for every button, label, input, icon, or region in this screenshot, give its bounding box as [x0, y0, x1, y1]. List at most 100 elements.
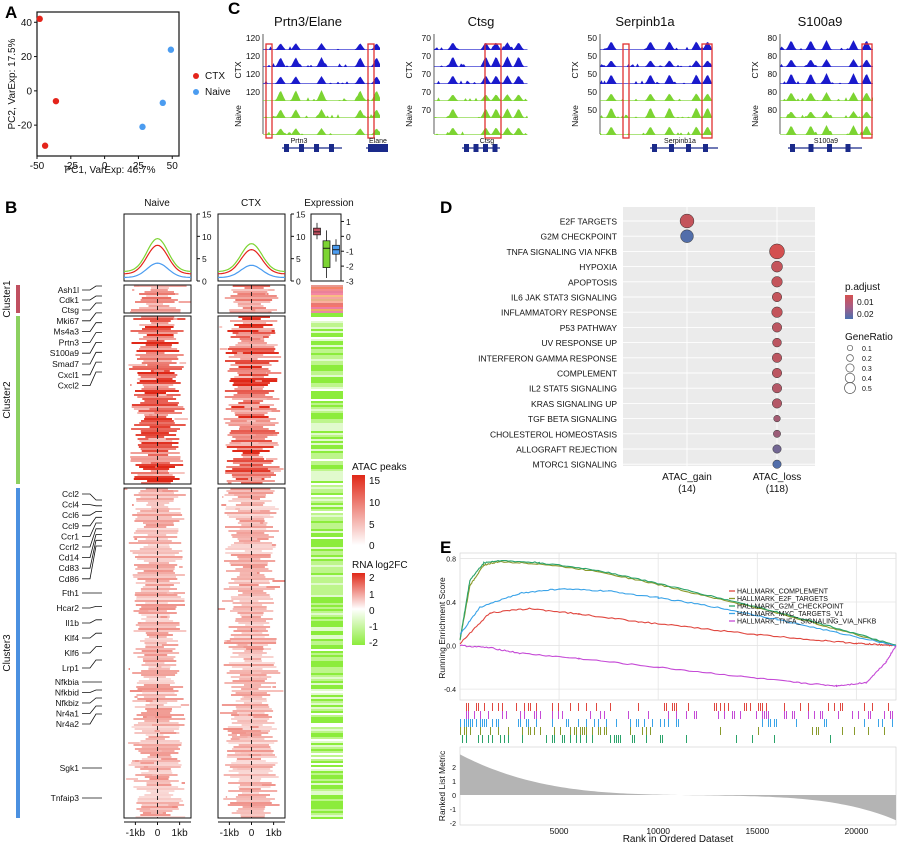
heatmap-row — [229, 432, 280, 434]
heatmap-row — [244, 660, 262, 662]
hit-bar — [618, 735, 619, 743]
heatmap-row — [148, 562, 169, 564]
heatmap-row — [238, 622, 270, 624]
expression-heat-row — [311, 497, 343, 499]
naive-track-signal — [600, 107, 712, 118]
heatmap-row — [131, 726, 180, 728]
hit-bar — [468, 719, 469, 727]
heatmap-row — [135, 354, 184, 356]
expression-heat-row — [311, 411, 343, 413]
heatmap-row — [239, 528, 267, 530]
expression-heat-row — [311, 587, 343, 589]
expression-heat-row — [311, 459, 343, 461]
expression-heat-row — [311, 325, 343, 327]
metric-tick-label: -2 — [450, 821, 456, 828]
hit-bar — [484, 719, 485, 727]
heatmap-row — [230, 802, 272, 804]
pca-y-tick-label: 40 — [21, 18, 33, 29]
expression-heat-row — [311, 743, 343, 745]
expression-heat-row — [311, 301, 343, 303]
heatmap-row — [240, 502, 265, 504]
heatmap-row — [134, 564, 178, 566]
pca-axis-ticks: -50 -25 0 25 50 40 20 0 -20 — [18, 18, 179, 172]
heatmap-row — [131, 342, 179, 344]
hit-bar — [578, 703, 579, 711]
expression-boxplot: 1 0 -1 -2 -3 — [310, 213, 354, 287]
hit-bar — [558, 711, 559, 719]
heatmap-row — [145, 734, 164, 736]
heatmap-row-extra — [255, 434, 274, 436]
heatmap-row-extra — [153, 370, 165, 372]
heatmap-row — [232, 652, 267, 654]
track-group-ctsg: 70 70 70 70 70 CTX Naive Ctsg — [404, 33, 528, 152]
heatmap-row — [238, 540, 261, 542]
hit-bar — [554, 727, 555, 735]
hit-bar — [770, 719, 771, 727]
hit-bar — [460, 727, 461, 735]
expression-heat-row — [311, 527, 343, 529]
hit-bar — [474, 711, 475, 719]
heatmap-row — [239, 574, 265, 576]
gene-label-klf4: Klf4 — [64, 633, 79, 643]
heatmap-row-extra — [158, 750, 162, 752]
hit-bar — [758, 727, 759, 735]
ctx-track-signal — [780, 59, 873, 67]
heatmap-row — [145, 488, 168, 490]
expression-heat-row — [311, 661, 343, 663]
heatmap-row — [244, 650, 263, 652]
hit-bar — [890, 711, 891, 719]
hit-bar — [784, 703, 785, 711]
expression-heat-row — [311, 471, 343, 473]
heatmap-row — [130, 452, 180, 454]
expression-heat-row — [311, 553, 343, 555]
heatmap-row — [140, 814, 171, 816]
naive-track-signal — [780, 125, 873, 135]
gsea-ranked-metric: 2 1 0 -1 -2 — [450, 754, 896, 828]
heatmap-row-extra — [152, 628, 155, 630]
naive-track-signal — [600, 126, 712, 135]
heatmap-row — [238, 305, 264, 307]
expression-heat-row — [311, 747, 343, 749]
pca-y-tick-label: -20 — [18, 121, 33, 132]
heatmap-row — [231, 440, 272, 442]
hit-bar — [762, 719, 763, 727]
heatmap-row-extra — [124, 488, 128, 490]
track-label-naive: Naive — [570, 105, 580, 127]
heatmap-row — [130, 311, 181, 313]
heatmap-row-extra — [145, 700, 153, 702]
hit-bar — [834, 703, 835, 711]
heatmap-row — [242, 566, 265, 568]
gene-name-label: Elane — [369, 138, 387, 145]
heatmap-row — [237, 392, 269, 394]
heatmap-row — [228, 356, 269, 358]
heatmap-row — [243, 400, 264, 402]
profile-tick-label: 0 — [296, 277, 301, 287]
heatmap-row-extra — [251, 672, 262, 674]
expression-heat-row — [311, 573, 343, 575]
heatmap-row — [237, 556, 271, 558]
hit-bar — [582, 727, 583, 735]
heatmap-row — [137, 698, 184, 700]
hit-bar — [840, 703, 841, 711]
hit-bar — [744, 703, 745, 711]
expression-heat-row — [311, 479, 343, 481]
heatmap-row — [146, 303, 163, 305]
expression-heat-row — [311, 641, 343, 643]
heatmap-row — [232, 398, 273, 400]
atac-legend-tick-5: 5 — [369, 520, 375, 531]
hit-bar — [562, 735, 563, 743]
heatmap-row — [238, 808, 265, 810]
heatmap-row — [235, 504, 264, 506]
heatmap-row-extra — [175, 293, 179, 295]
heatmap-row — [145, 524, 174, 526]
track-label-naive: Naive — [750, 105, 760, 127]
heatmap-row-extra — [141, 622, 157, 624]
dot-inflammatory-response — [771, 306, 783, 318]
heatmap-row — [231, 714, 269, 716]
expression-heat-row — [311, 491, 343, 493]
heatmap-row — [228, 500, 272, 502]
gene-exon — [827, 144, 832, 152]
heatmap-row — [239, 674, 267, 676]
heatmap-row — [131, 762, 179, 764]
hit-bar — [536, 711, 537, 719]
